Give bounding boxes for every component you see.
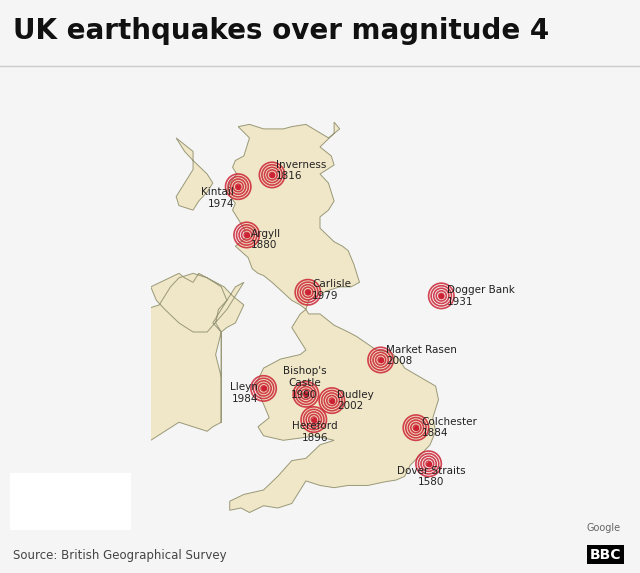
Text: Source: British Geographical Survey: Source: British Geographical Survey bbox=[13, 548, 227, 562]
Text: Kintail
1974: Kintail 1974 bbox=[201, 187, 234, 209]
Text: Market Rasen
2008: Market Rasen 2008 bbox=[387, 344, 457, 366]
Text: Carlisle
1979: Carlisle 1979 bbox=[312, 279, 351, 301]
Polygon shape bbox=[106, 273, 244, 445]
Polygon shape bbox=[176, 138, 213, 210]
Text: Bishop's
Castle
1990: Bishop's Castle 1990 bbox=[283, 366, 326, 399]
Text: Dover Straits
1580: Dover Straits 1580 bbox=[397, 466, 466, 487]
Text: Dogger Bank
1931: Dogger Bank 1931 bbox=[447, 285, 515, 307]
Polygon shape bbox=[227, 122, 438, 512]
Text: Google: Google bbox=[587, 523, 621, 533]
Text: Colchester
1884: Colchester 1884 bbox=[422, 417, 477, 438]
Text: Dudley
2002: Dudley 2002 bbox=[337, 390, 374, 411]
Text: Hereford
1896: Hereford 1896 bbox=[292, 421, 338, 443]
Text: Argyll
1880: Argyll 1880 bbox=[251, 229, 281, 250]
Text: UK earthquakes over magnitude 4: UK earthquakes over magnitude 4 bbox=[13, 17, 549, 45]
Text: 100km: 100km bbox=[54, 474, 87, 484]
Text: Inverness
1816: Inverness 1816 bbox=[276, 160, 326, 181]
Text: 100 miles: 100 miles bbox=[47, 503, 94, 513]
Text: Lleyn
1984: Lleyn 1984 bbox=[230, 382, 258, 404]
Text: BBC: BBC bbox=[589, 548, 621, 562]
